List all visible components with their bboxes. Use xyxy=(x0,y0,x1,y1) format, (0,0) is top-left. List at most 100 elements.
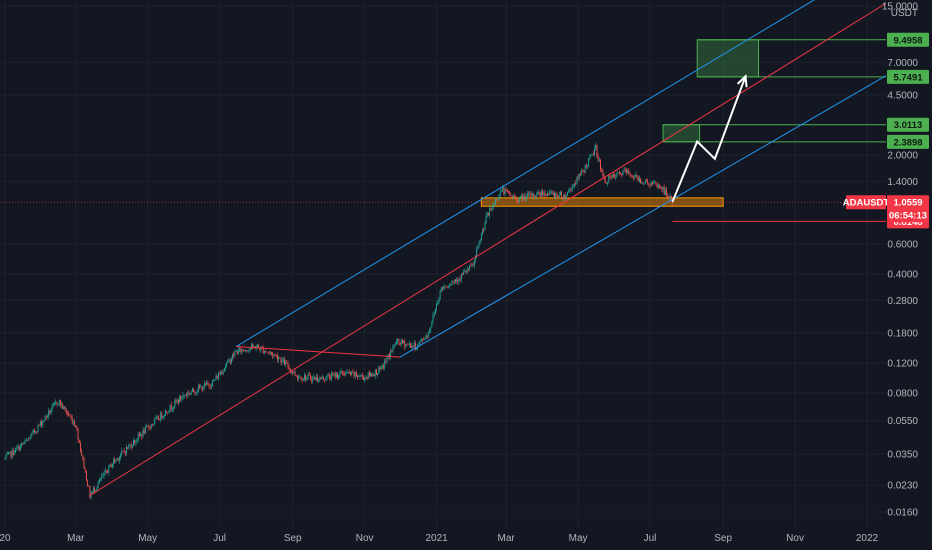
candle-body xyxy=(109,464,111,466)
candle-body xyxy=(117,458,119,461)
candle-body xyxy=(318,380,320,382)
price-axis-tick-label: 15.0000 xyxy=(882,2,919,13)
candle-body xyxy=(13,452,15,455)
candle-body xyxy=(45,415,47,417)
candle-body xyxy=(155,417,157,420)
candle-body xyxy=(160,413,162,420)
candle-body xyxy=(38,425,40,426)
candle-body xyxy=(32,430,34,433)
candle-body xyxy=(293,371,295,373)
candle-body xyxy=(67,412,68,414)
candle-body xyxy=(234,351,236,356)
candle-body xyxy=(512,195,514,198)
candle-body xyxy=(649,184,651,186)
candle-body xyxy=(81,450,83,456)
candle-body xyxy=(669,196,671,199)
candle-body xyxy=(373,374,375,377)
candle-body xyxy=(439,290,441,300)
candle-body xyxy=(97,483,99,488)
candle-body xyxy=(622,171,624,176)
candle-body xyxy=(648,183,650,185)
candle-body xyxy=(5,454,7,458)
candle-body xyxy=(326,375,328,380)
candle-body xyxy=(621,173,623,176)
plot-area[interactable] xyxy=(0,0,889,500)
candle-body xyxy=(127,447,129,449)
candle-body xyxy=(163,415,165,417)
price-axis-tick-label: 0.2800 xyxy=(887,296,918,307)
candle-body xyxy=(51,405,53,411)
price-axis[interactable]: USDT 15.0000 7.0000 4.5000 2.0000 1.4000 0.60… xyxy=(882,2,919,519)
candle-body xyxy=(539,194,541,196)
price-axis-tick-label: 0.0350 xyxy=(887,450,918,461)
candle-body xyxy=(47,416,48,417)
candle-body xyxy=(134,440,136,443)
candle-body xyxy=(232,354,234,360)
candle-body xyxy=(317,376,318,381)
candle-body xyxy=(436,304,438,309)
candle-body xyxy=(499,190,501,195)
candle-body xyxy=(308,374,310,376)
candle-body xyxy=(170,404,172,410)
candle-body xyxy=(477,246,479,250)
candle-body xyxy=(617,172,619,173)
candle-body xyxy=(561,192,563,197)
candle-body xyxy=(508,191,509,193)
candle-body xyxy=(425,335,427,339)
candle-body xyxy=(197,386,199,392)
candle-body xyxy=(169,404,171,412)
candle-body xyxy=(401,339,403,344)
candle-body xyxy=(101,476,103,480)
candle-body xyxy=(113,460,114,465)
candle-body xyxy=(114,460,116,462)
candle-body xyxy=(342,373,344,375)
price-tag-box xyxy=(887,117,929,132)
candle-body xyxy=(149,427,151,429)
candle-body xyxy=(513,195,515,197)
target-box xyxy=(662,124,701,143)
candle-body xyxy=(98,479,100,484)
candle-body xyxy=(379,367,381,369)
candle-body xyxy=(534,195,535,197)
candle-body xyxy=(28,438,30,441)
candle-body xyxy=(371,373,373,377)
projection-arrow-layer xyxy=(671,74,748,203)
candle-body xyxy=(11,450,13,457)
current-price-tag-box xyxy=(887,195,929,223)
candle-body xyxy=(29,438,31,440)
price-tag-label: 9.4958 xyxy=(893,35,922,46)
candle-body xyxy=(396,340,397,345)
candle-body xyxy=(407,344,409,345)
candle-body xyxy=(273,354,275,356)
candle-body xyxy=(48,410,50,417)
candle-body xyxy=(210,386,212,387)
candle-body xyxy=(240,347,242,353)
time-axis-tick-label: Jul xyxy=(644,533,657,544)
candle-body xyxy=(200,386,202,388)
candle-body xyxy=(111,464,113,468)
candle-body xyxy=(276,355,278,360)
candle-body xyxy=(587,165,588,167)
candle-body xyxy=(314,376,316,380)
candle-body xyxy=(173,406,175,409)
candle-body xyxy=(541,191,542,196)
candle-body xyxy=(664,189,666,195)
candle-body xyxy=(358,376,360,378)
candle-body xyxy=(385,361,387,362)
candle-body xyxy=(220,371,222,375)
candle-body xyxy=(570,189,572,191)
candle-body xyxy=(668,197,670,199)
candle-body xyxy=(305,375,307,381)
candle-body xyxy=(601,169,603,171)
candle-body xyxy=(348,371,350,373)
candle-body xyxy=(328,374,330,378)
candle-body xyxy=(148,426,150,428)
candle-body xyxy=(630,174,632,177)
currency-label: USDT xyxy=(891,8,918,19)
candle-body xyxy=(133,440,134,446)
candle-body xyxy=(416,348,417,350)
candle-body xyxy=(251,344,252,349)
time-axis[interactable]: 20 Mar May Jul Sep Nov 2021 Mar May Jul Sep Nov 2022 xyxy=(0,533,879,544)
candle-body xyxy=(39,421,41,426)
